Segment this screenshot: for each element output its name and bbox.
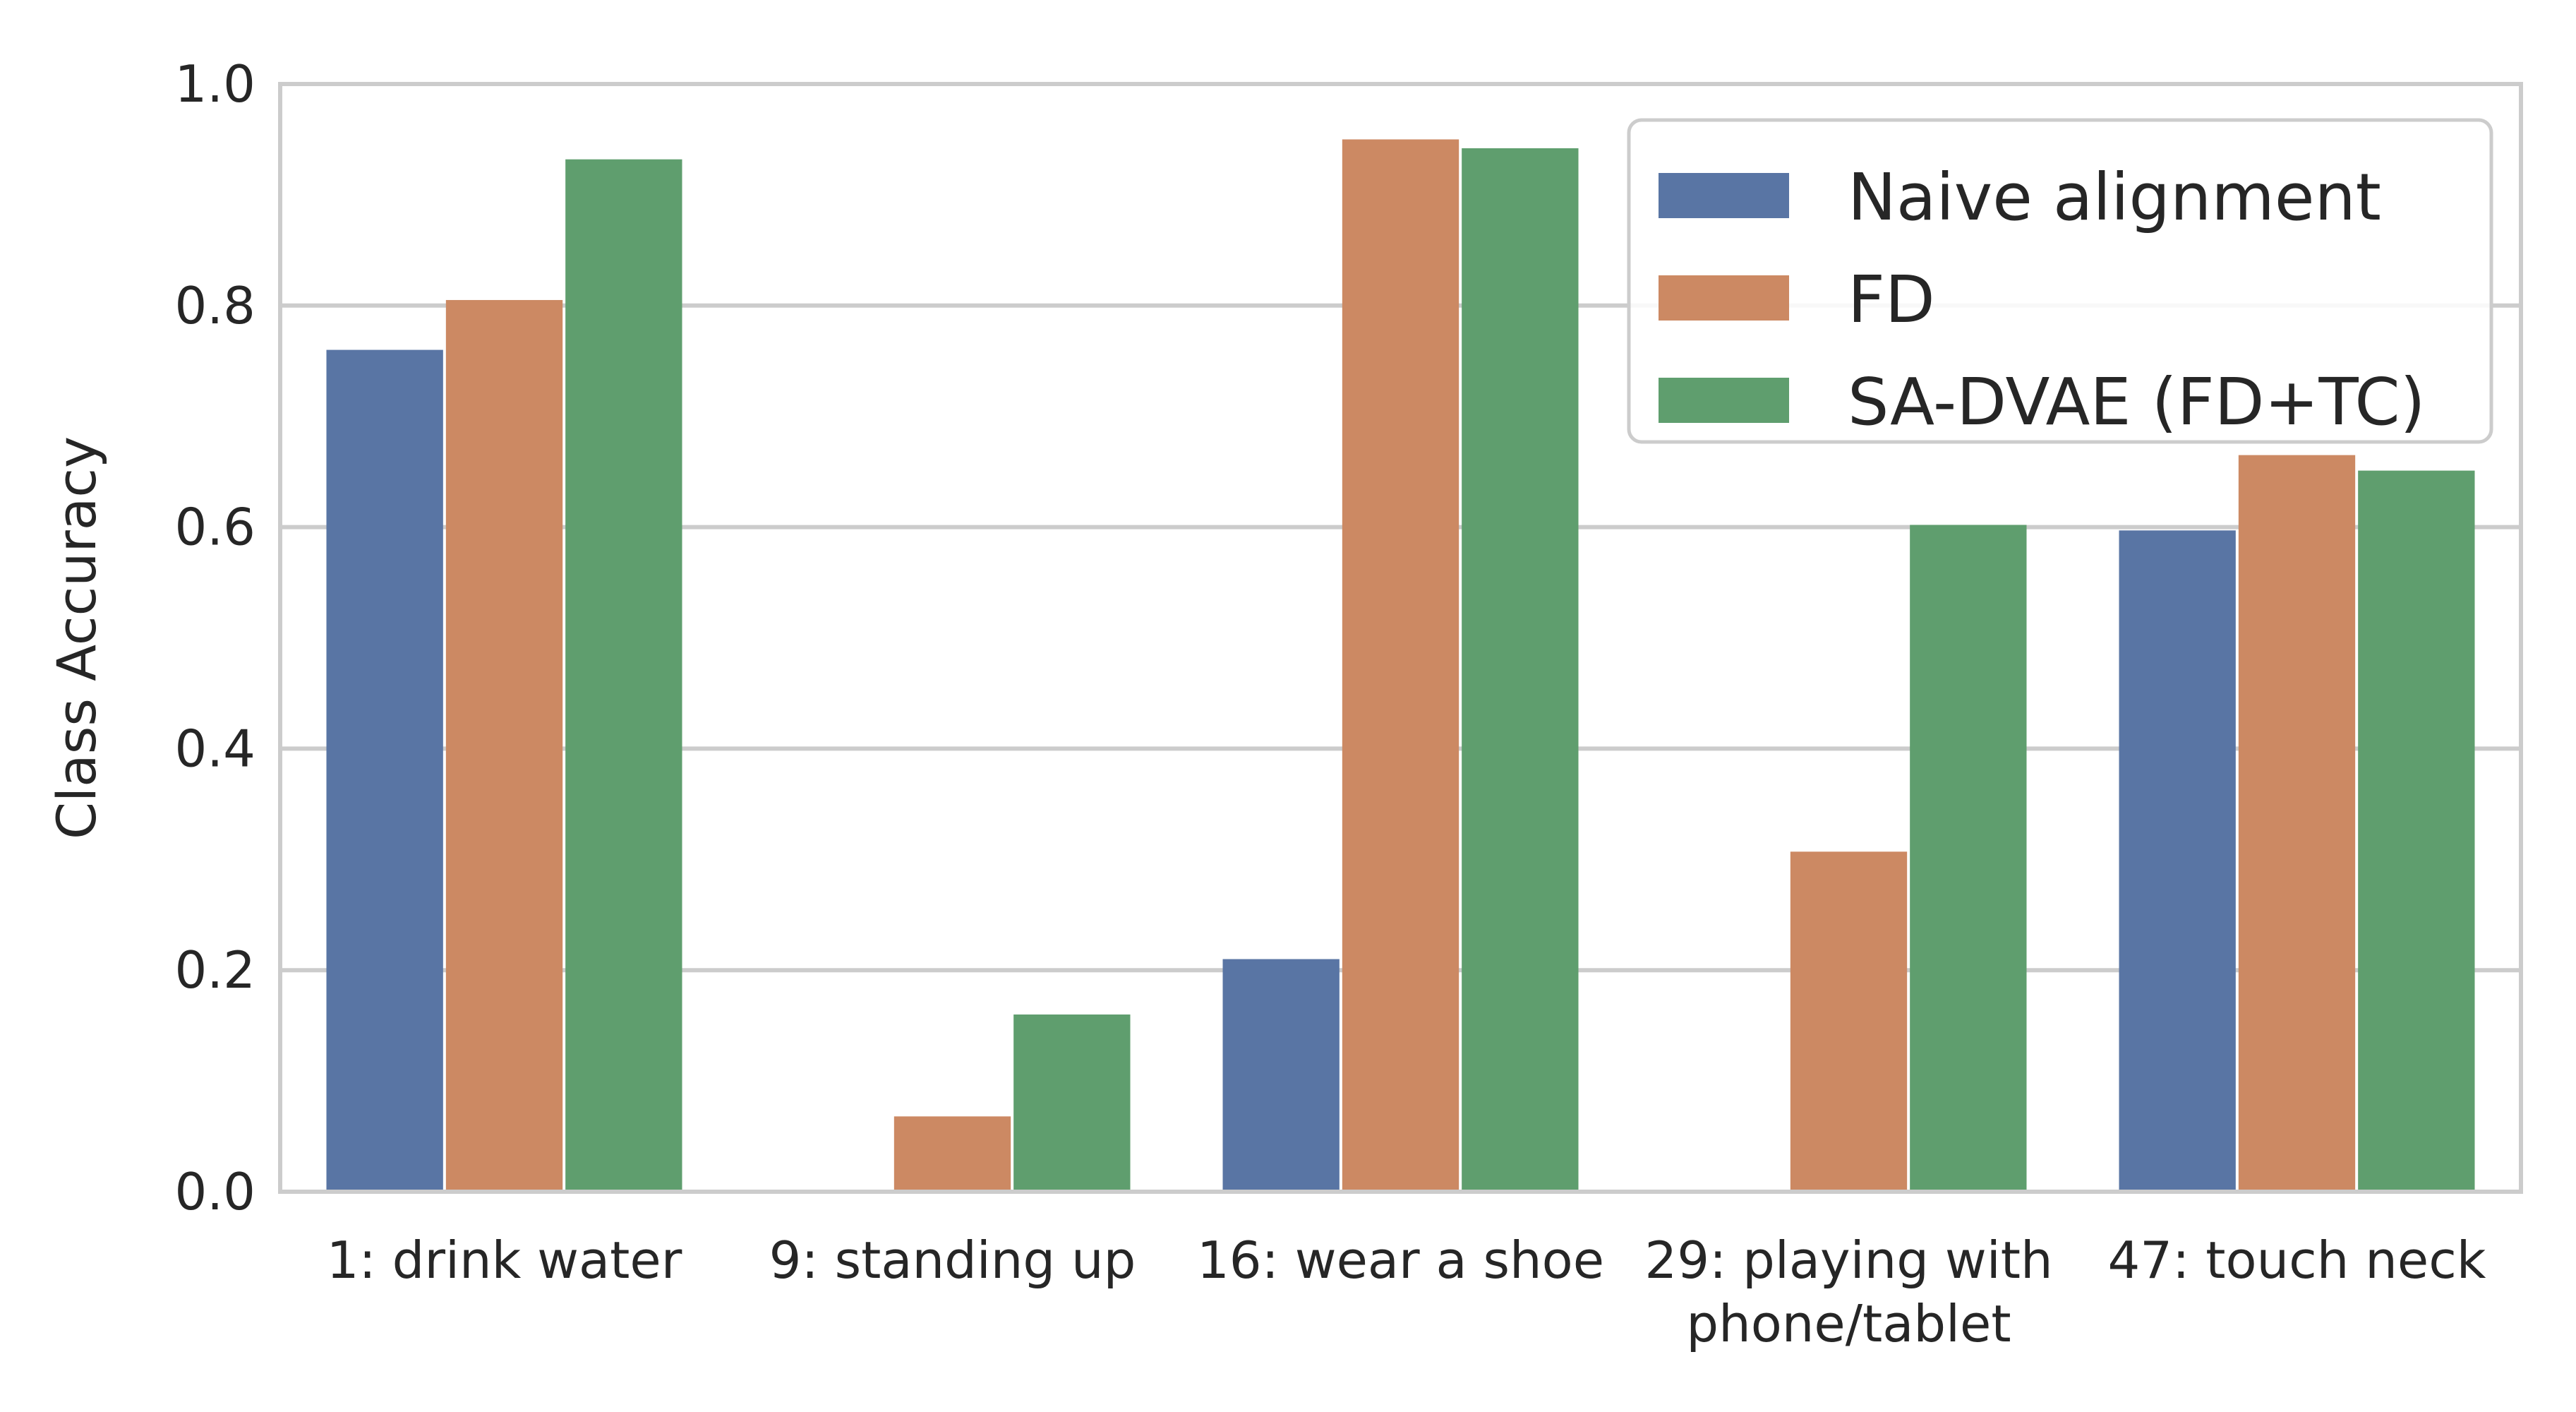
x-tick-label: 16: wear a shoe — [1197, 1231, 1604, 1290]
bar-sa-dvae-fd-tc- — [1013, 1014, 1131, 1192]
legend-swatch — [1659, 275, 1789, 321]
y-tick-label: 0.6 — [174, 498, 255, 557]
bar-fd — [2238, 455, 2356, 1192]
legend-label: Naive alignment — [1848, 160, 2381, 235]
bar-naive-alignment — [326, 349, 443, 1192]
bar-sa-dvae-fd-tc- — [1462, 148, 1579, 1192]
bar-sa-dvae-fd-tc- — [1910, 525, 2027, 1192]
legend-label: FD — [1848, 262, 1935, 337]
y-tick-labels: 0.0 0.2 0.4 0.6 0.8 1.0 — [174, 54, 255, 1221]
bar-naive-alignment — [2119, 530, 2236, 1192]
bar-sa-dvae-fd-tc- — [565, 159, 682, 1192]
bar-naive-alignment — [1222, 959, 1340, 1192]
y-tick-label: 0.2 — [174, 940, 255, 1000]
legend-box — [1627, 118, 2493, 444]
bars — [326, 139, 2475, 1192]
plot-frame — [278, 82, 2523, 1194]
y-axis-label: Class Accuracy — [45, 436, 108, 839]
bar-fd — [445, 299, 563, 1192]
x-tick-label: 29: playing with — [1644, 1231, 2052, 1290]
x-tick-label: phone/tablet — [1686, 1294, 2011, 1353]
y-tick-label: 0.0 — [174, 1162, 255, 1221]
legend-swatch — [1659, 378, 1789, 423]
bar-fd — [1342, 139, 1459, 1192]
legend: Naive alignment FD SA-DVAE (FD+TC) — [1627, 118, 2493, 444]
bar-fd — [1790, 851, 1908, 1192]
x-tick-labels: 1: drink water 9: standing up 16: wear a s… — [327, 1231, 2486, 1353]
y-tick-label: 1.0 — [174, 54, 255, 114]
x-tick-label: 47: touch neck — [2108, 1231, 2486, 1290]
x-tick-label: 1: drink water — [327, 1231, 682, 1290]
x-tick-label: 9: standing up — [769, 1231, 1136, 1290]
y-tick-label: 0.8 — [174, 276, 255, 335]
legend-label: SA-DVAE (FD+TC) — [1848, 364, 2425, 440]
bar-fd — [893, 1116, 1011, 1192]
bar-sa-dvae-fd-tc- — [2358, 470, 2475, 1192]
legend-swatch — [1659, 173, 1789, 218]
y-tick-label: 0.4 — [174, 719, 255, 778]
